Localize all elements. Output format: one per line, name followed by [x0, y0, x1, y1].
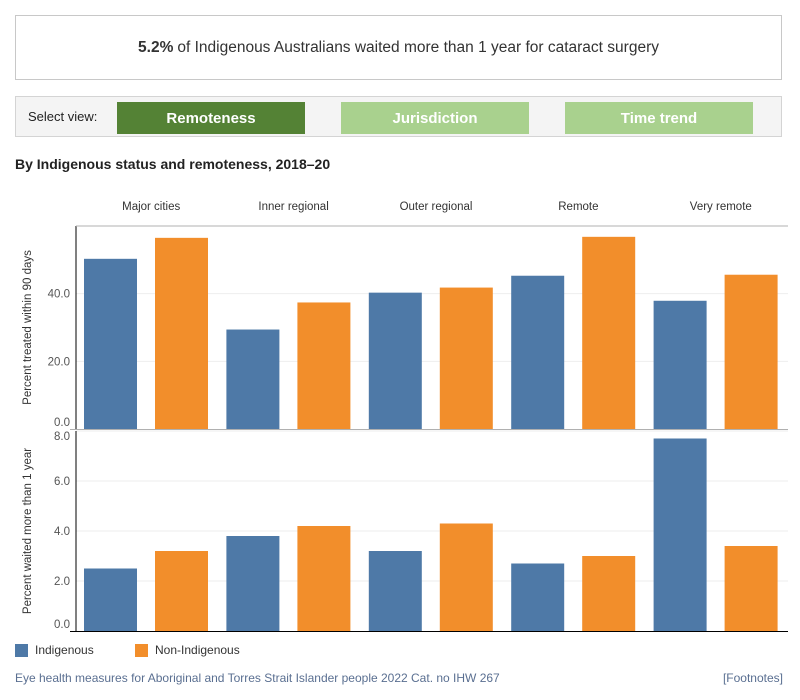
- legend-swatch-non-indigenous: [135, 643, 148, 657]
- bar-indigenous: [84, 258, 137, 429]
- y-tick-label: 6.0: [54, 476, 70, 488]
- legend-item-non-indigenous[interactable]: Non-Indigenous: [135, 643, 240, 657]
- category-header: Very remote: [690, 201, 752, 213]
- bar-non-indigenous: [297, 526, 351, 631]
- footnotes-link[interactable]: [Footnotes]: [722, 671, 783, 685]
- y-tick-label: 8.0: [54, 431, 70, 443]
- bar-non-indigenous: [724, 274, 778, 429]
- bar-indigenous: [653, 300, 707, 429]
- bar-indigenous: [84, 568, 137, 631]
- bar-non-indigenous: [582, 236, 636, 429]
- legend-swatch-indigenous: [15, 643, 28, 657]
- legend-label: Non-Indigenous: [155, 643, 240, 657]
- jurisdiction-button[interactable]: Jurisdiction: [341, 102, 529, 134]
- y-tick-label: 0.0: [54, 619, 70, 631]
- view-selector: Select view: Remoteness Jurisdiction Tim…: [15, 96, 782, 137]
- headline: 5.2% of Indigenous Australians waited mo…: [15, 15, 782, 80]
- y-tick-label: 0.0: [54, 417, 70, 429]
- category-header: Outer regional: [400, 201, 473, 213]
- bar-indigenous: [226, 329, 280, 429]
- y-tick-label: 4.0: [54, 526, 70, 538]
- y-axis-label: Percent waited more than 1 year: [22, 448, 34, 614]
- bar-indigenous: [368, 551, 422, 631]
- headline-value: 5.2%: [138, 38, 174, 56]
- headline-text: of Indigenous Australians waited more th…: [177, 38, 659, 56]
- bar-non-indigenous: [297, 302, 351, 429]
- bar-indigenous: [368, 292, 422, 429]
- y-tick-label: 40.0: [48, 289, 70, 301]
- bar-non-indigenous: [439, 287, 493, 429]
- bar-non-indigenous: [155, 237, 208, 429]
- bar-non-indigenous: [724, 546, 778, 631]
- y-tick-label: 2.0: [54, 576, 70, 588]
- view-selector-label: Select view:: [28, 109, 98, 124]
- bar-indigenous: [511, 563, 565, 631]
- source-link[interactable]: Eye health measures for Aboriginal and T…: [15, 671, 500, 685]
- bar-non-indigenous: [155, 551, 208, 631]
- bar-indigenous: [511, 275, 565, 429]
- bar-indigenous: [226, 536, 280, 631]
- bar-non-indigenous: [439, 523, 493, 631]
- legend-item-indigenous[interactable]: Indigenous: [15, 643, 94, 657]
- category-header: Inner regional: [258, 201, 328, 213]
- bar-non-indigenous: [582, 556, 636, 631]
- chart-title: By Indigenous status and remoteness, 201…: [15, 156, 331, 172]
- bar-indigenous: [653, 438, 707, 631]
- legend-label: Indigenous: [35, 643, 94, 657]
- y-axis-label: Percent treated within 90 days: [22, 250, 34, 405]
- time-trend-button[interactable]: Time trend: [565, 102, 753, 134]
- category-header: Major cities: [122, 201, 180, 213]
- y-tick-label: 20.0: [48, 356, 70, 368]
- category-header: Remote: [558, 201, 598, 213]
- remoteness-button[interactable]: Remoteness: [117, 102, 305, 134]
